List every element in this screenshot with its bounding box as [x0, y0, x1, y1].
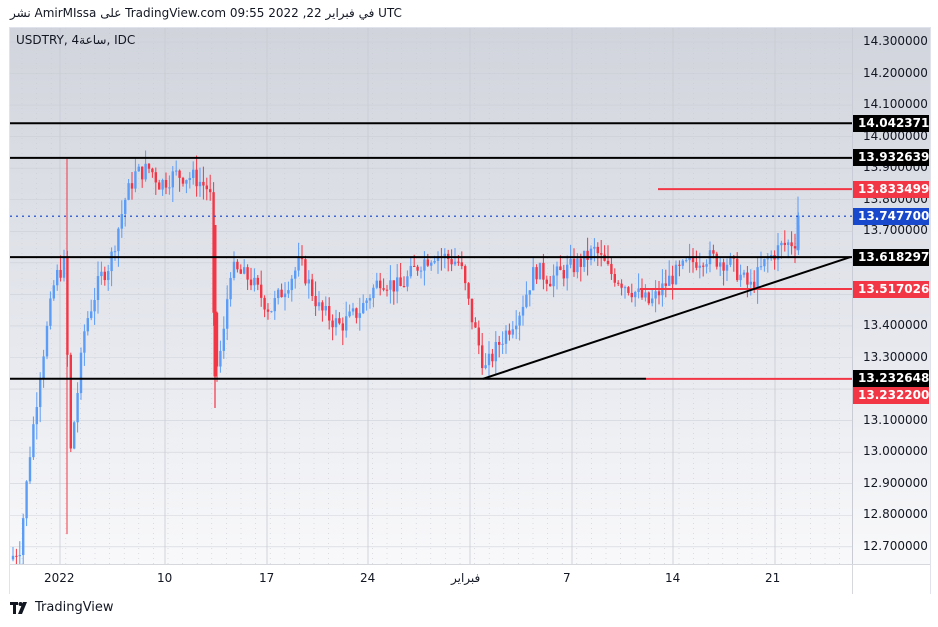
time-tick-label: 2022 — [44, 571, 75, 585]
price-level-tag: 13.517026 — [853, 280, 929, 298]
price-tick-label: 12.800000 — [863, 507, 928, 522]
symbol-label: USDTRY, 4ساعة, IDC — [16, 33, 136, 47]
price-tick-label: 14.100000 — [863, 97, 928, 112]
price-level-tag: 13.747700 — [853, 207, 929, 225]
price-tick-label: 13.400000 — [863, 317, 928, 332]
price-tick-label: 14.200000 — [863, 65, 928, 80]
publish-header: نشر AmirMIssa على TradingView.com 09:55 … — [10, 6, 402, 20]
price-level-tag: 13.618297 — [853, 248, 929, 266]
time-tick-label: 24 — [360, 571, 376, 585]
time-axis[interactable]: 2022 10 17 24 فبراير 7 14 21 — [10, 564, 930, 594]
time-tick-label: فبراير — [451, 571, 481, 585]
price-tick-label: 14.300000 — [863, 34, 928, 48]
price-level-tag: 13.833499 — [853, 180, 929, 198]
tradingview-footer[interactable]: TradingView — [10, 600, 114, 615]
tradingview-brand: TradingView — [35, 600, 114, 615]
time-tick-label: 21 — [765, 571, 781, 585]
price-level-tag: 13.932639 — [853, 149, 929, 167]
time-tick-label: 14 — [665, 571, 681, 585]
time-tick-label: 7 — [563, 571, 571, 585]
price-tick-label: 13.300000 — [863, 349, 928, 364]
price-tick-label: 14.000000 — [863, 128, 928, 143]
tradingview-logo-icon — [10, 601, 27, 614]
price-level-tag: 13.232648 — [853, 370, 929, 388]
price-tick-label: 13.700000 — [863, 223, 928, 238]
price-tick-label: 13.100000 — [863, 412, 928, 427]
axis-corner-divider — [852, 565, 853, 594]
time-tick-label: 17 — [259, 571, 275, 585]
price-axis[interactable]: 14.300000 14.200000 14.100000 14.000000 13.9… — [852, 28, 931, 564]
price-tick-label: 13.000000 — [863, 444, 928, 459]
price-level-tag: 14.042371 — [853, 114, 929, 132]
price-level-tag: 13.232200 — [853, 387, 929, 405]
price-tick-label: 12.900000 — [863, 475, 928, 490]
candlestick-chart[interactable] — [10, 28, 852, 564]
time-tick-label: 10 — [157, 571, 173, 585]
price-tick-label: 12.700000 — [863, 538, 928, 553]
chart-plot-area[interactable]: USDTRY, 4ساعة, IDC — [10, 28, 852, 564]
